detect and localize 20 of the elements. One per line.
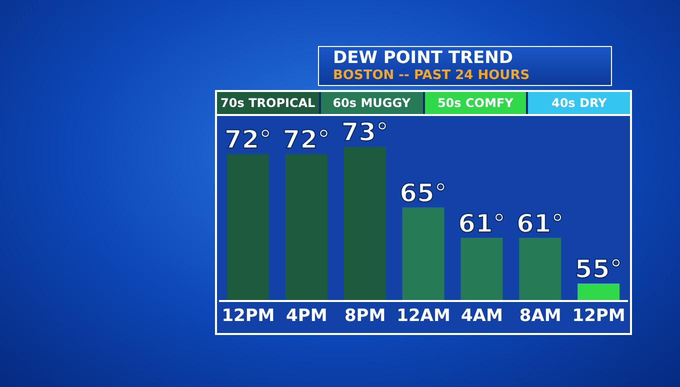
data-label: 65° <box>400 178 447 208</box>
chart-title: DEW POINT TREND <box>333 48 514 68</box>
text: 70s TROPICAL <box>220 96 316 110</box>
data-label: 61° <box>458 208 506 238</box>
x-tick-label: 12PM <box>222 306 275 326</box>
x-tick-label: 12PM <box>572 306 626 326</box>
x-tick-label: 4AM <box>460 306 503 326</box>
data-label: 73° <box>341 117 389 146</box>
chart-subtitle: BOSTON -- PAST 24 HOURS <box>333 68 531 83</box>
data-label: 72° <box>224 125 272 154</box>
x-tick-label: 12AM <box>396 306 450 326</box>
data-label: 61° <box>516 208 564 238</box>
text: 50s COMFY <box>437 96 514 110</box>
text: 40s DRY <box>551 96 607 110</box>
text: 60s MUGGY <box>332 96 411 110</box>
x-tick-label: 8AM <box>519 306 562 326</box>
data-label: 72° <box>282 125 330 154</box>
data-label: 55° <box>574 254 622 284</box>
x-tick-label: 4PM <box>286 306 328 326</box>
x-tick-label: 8PM <box>344 306 386 326</box>
